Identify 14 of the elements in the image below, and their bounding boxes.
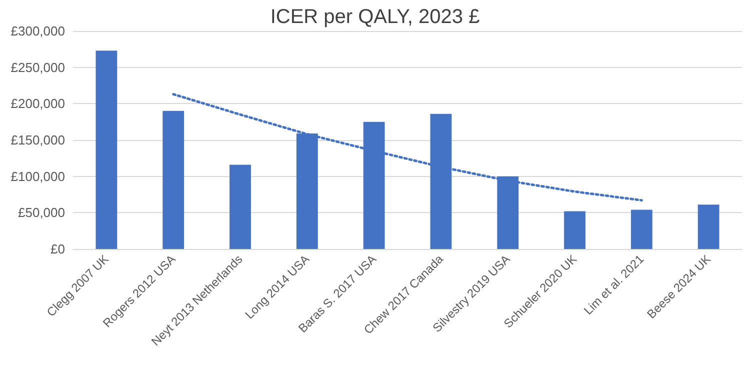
y-tick-label: £250,000 xyxy=(10,60,65,75)
bar xyxy=(96,50,118,249)
y-tick-label: £300,000 xyxy=(10,24,65,38)
bar xyxy=(162,110,184,249)
bar xyxy=(230,164,251,249)
y-tick-label: £0 xyxy=(50,242,65,256)
y-tick-label: £50,000 xyxy=(18,205,65,220)
y-tick-label: £100,000 xyxy=(10,168,65,184)
bar xyxy=(630,210,652,249)
bar xyxy=(698,204,720,249)
y-tick-label: £150,000 xyxy=(10,132,65,148)
chart-title: ICER per QALY, 2023 £ xyxy=(270,6,480,28)
y-tick-label: £200,000 xyxy=(10,96,65,112)
bar xyxy=(564,211,586,249)
